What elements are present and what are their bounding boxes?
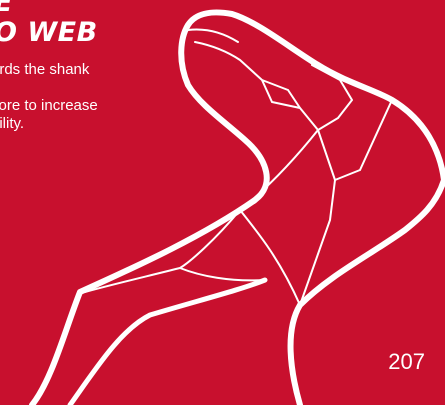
hook-inner-ridge [67, 277, 268, 405]
section-heading: E O WEB [0, 0, 98, 48]
heading-line-2: O WEB [0, 17, 98, 48]
facet-lines [84, 28, 393, 306]
paragraph-shank: ards the shank [0, 61, 90, 78]
heading-line-1: E [0, 0, 98, 18]
hook-outline [29, 9, 445, 405]
paragraph-core: core to increase bility. [0, 97, 98, 132]
body-text: ards the shank core to increase bility. [0, 61, 161, 151]
page-number: 207 [388, 349, 425, 374]
